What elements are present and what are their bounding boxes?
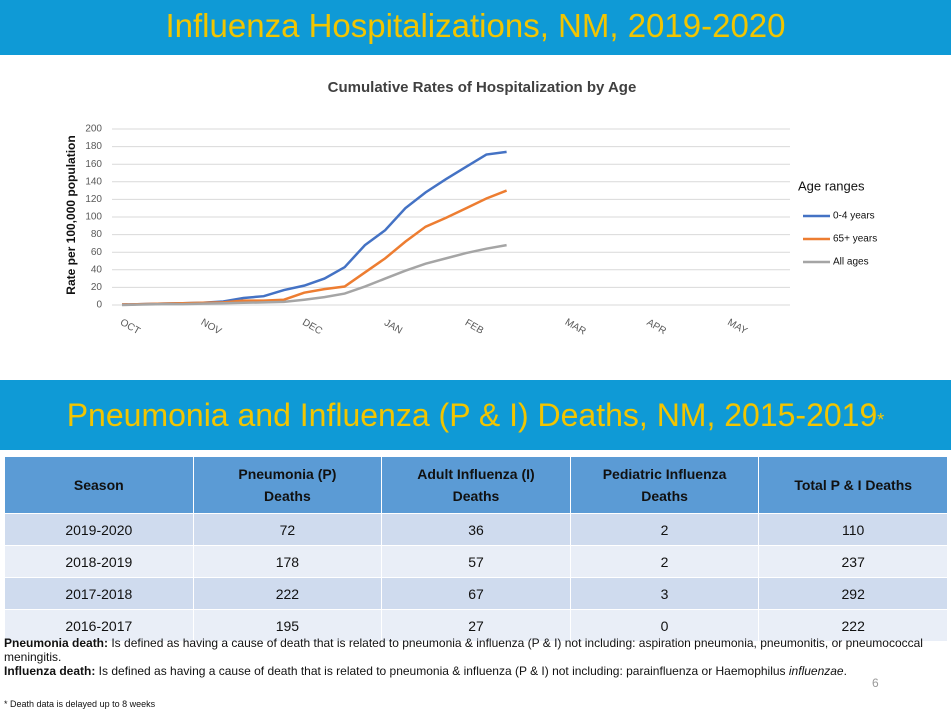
note-text: Is defined as having a cause of death th… — [95, 664, 789, 678]
table-cell: 110 — [758, 513, 948, 546]
y-tick-label: 40 — [91, 264, 103, 275]
table-cell: 2018-2019 — [4, 545, 194, 578]
chart-title: Cumulative Rates of Hospitalization by A… — [328, 79, 637, 96]
table-cell: 57 — [381, 545, 571, 578]
table-cell: 222 — [758, 609, 948, 642]
header-title: Influenza Hospitalizations, NM, 2019-202… — [0, 0, 951, 55]
note-end: . — [843, 664, 847, 678]
y-tick-label: 140 — [85, 176, 102, 187]
header-row: Season Pneumonia (P) Deaths Adult Influenz… — [4, 456, 948, 514]
x-tick-label: FEB — [463, 317, 486, 336]
legend-label: 65+ years — [833, 234, 877, 245]
table-cell: 2 — [569, 513, 760, 546]
x-tick-label: NOV — [199, 317, 224, 338]
table-cell: 67 — [381, 577, 571, 610]
table-cell: 72 — [192, 513, 383, 546]
table-cell: 2019-2020 — [4, 513, 194, 546]
x-tick-label: DEC — [300, 317, 324, 337]
page-number: 6 — [872, 676, 879, 690]
y-tick-label: 160 — [85, 159, 102, 170]
x-tick-label: JAN — [382, 318, 404, 337]
y-axis-label: Rate per 100,000 population — [64, 135, 78, 294]
table-row: 2016-2017 195 27 0 222 — [4, 609, 948, 642]
table-cell: 222 — [192, 577, 383, 610]
note: Influenza death: Is defined as having a … — [4, 664, 934, 678]
deaths-table: Season Pneumonia (P) Deaths Adult Influenz… — [4, 456, 948, 642]
y-tick-label: 200 — [85, 124, 102, 135]
y-tick-label: 100 — [85, 212, 102, 223]
legend-title: Age ranges — [798, 178, 865, 193]
column-header: Adult Influenza (I) Deaths — [381, 456, 571, 514]
table-row: 2019-2020 72 36 2 110 — [4, 513, 948, 546]
table-cell: 292 — [758, 577, 948, 610]
note-text: Is defined as having a cause of death th… — [4, 636, 923, 664]
table-cell: 3 — [569, 577, 760, 610]
table-cell: 2016-2017 — [4, 609, 194, 642]
y-tick-label: 80 — [91, 229, 103, 240]
column-header: Pneumonia (P) Deaths — [192, 456, 383, 514]
table-row: 2017-2018 222 67 3 292 — [4, 577, 948, 610]
table-cell: 2017-2018 — [4, 577, 194, 610]
y-tick-label: 180 — [85, 141, 102, 152]
note-label: Influenza death: — [4, 664, 96, 678]
column-header: Total P & I Deaths — [758, 456, 948, 514]
line-series — [121, 243, 507, 307]
note-label: Pneumonia death: — [4, 636, 109, 650]
table-cell: 27 — [381, 609, 571, 642]
table-cell: 237 — [758, 545, 948, 578]
column-header: Pediatric Influenza Deaths — [569, 456, 760, 514]
table-row: 2018-2019 178 57 2 237 — [4, 545, 948, 578]
table-cell: 178 — [192, 545, 383, 578]
x-tick-label: MAY — [725, 317, 749, 337]
legend-label: 0-4 years — [833, 211, 875, 222]
x-tick-label: OCT — [118, 317, 142, 337]
note-italic: influenzae — [788, 664, 844, 678]
legend-label: All ages — [833, 257, 869, 268]
table-cell: 195 — [192, 609, 383, 642]
y-tick-label: 20 — [91, 282, 103, 293]
y-tick-label: 60 — [91, 247, 103, 258]
y-tick-label: 120 — [85, 194, 102, 205]
x-tick-label: MAR — [563, 317, 588, 338]
notes: Pneumonia death: Is defined as having a … — [4, 636, 934, 678]
table-cell: 36 — [381, 513, 571, 546]
line-series — [121, 150, 507, 306]
column-header: Season — [4, 456, 194, 514]
note: Pneumonia death: Is defined as having a … — [4, 636, 934, 664]
footnote: * Death data is delayed up to 8 weeks — [4, 699, 156, 709]
section-title-text: Pneumonia and Influenza (P & I) Deaths, … — [66, 397, 878, 433]
section-mark: * — [877, 410, 885, 430]
y-tick-label: 0 — [96, 300, 102, 311]
table-cell: 0 — [569, 609, 760, 642]
table-cell: 2 — [569, 545, 760, 578]
chart: Cumulative Rates of Hospitalization by A… — [64, 79, 877, 338]
x-tick-label: APR — [645, 317, 668, 337]
table-body: 2019-2020 72 36 2 110 2018-2019 178 57 2 237 2017-… — [4, 513, 948, 642]
section-title: Pneumonia and Influenza (P & I) Deaths, … — [0, 380, 951, 450]
